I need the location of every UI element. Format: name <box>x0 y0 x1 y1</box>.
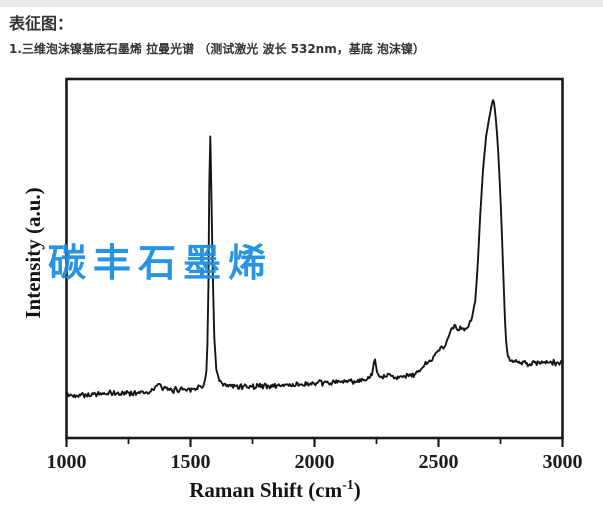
figure-caption: 1.三维泡沫镍基底石墨烯 拉曼光谱 （测试激光 波长 532nm，基底 泡沫镍） <box>9 42 425 56</box>
watermark: 碳丰石墨烯 <box>48 241 274 285</box>
top-divider-strip <box>0 0 603 7</box>
page-title: 表征图： <box>9 14 74 33</box>
svg-text:3000: 3000 <box>543 451 583 473</box>
svg-text:Raman Shift (cm-1): Raman Shift (cm-1) <box>189 478 361 502</box>
svg-text:1000: 1000 <box>47 451 87 473</box>
svg-text:1500: 1500 <box>171 451 211 473</box>
svg-text:Intensity (a.u.): Intensity (a.u.) <box>21 187 45 318</box>
svg-text:2500: 2500 <box>419 451 459 473</box>
svg-text:2000: 2000 <box>295 451 335 473</box>
